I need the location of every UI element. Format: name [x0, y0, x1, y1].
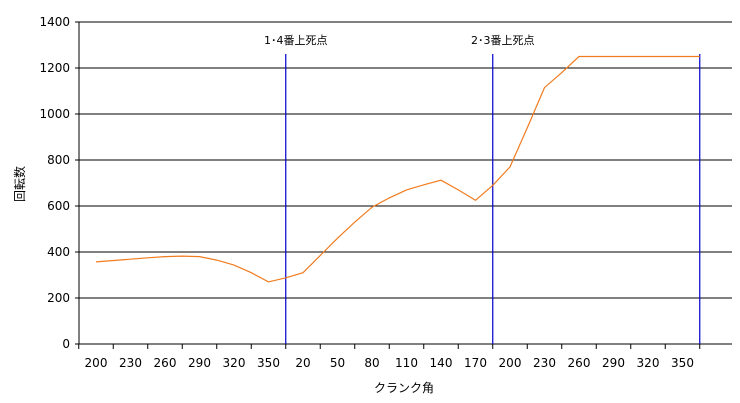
- y-tick-label: 1200: [39, 61, 70, 75]
- x-tick-label: 260: [154, 356, 177, 370]
- y-axis-label: 回転数: [12, 166, 27, 202]
- x-tick-label: 170: [464, 356, 487, 370]
- dead-center-label: 2･3番上死点: [471, 34, 535, 47]
- series-group: [95, 55, 700, 283]
- x-tick-label: 80: [364, 356, 379, 370]
- x-tick-labels: 200 230 260 290 320 350 20 50 80 110 140 170 200 230 2…: [85, 356, 694, 370]
- dead-center-markers: 1･4番上死点 2･3番上死点: [264, 34, 701, 344]
- x-tick-label: 350: [671, 356, 694, 370]
- y-tick-label: 400: [47, 245, 70, 259]
- x-tick-label: 200: [499, 356, 522, 370]
- x-tick-label: 230: [119, 356, 142, 370]
- y-tick-label: 1400: [39, 15, 70, 29]
- x-tick-label: 140: [430, 356, 453, 370]
- x-tick-label: 320: [223, 356, 246, 370]
- axes: [75, 21, 732, 349]
- y-tick-labels: 0 200 400 600 800 1000 1200 1400: [39, 15, 70, 351]
- x-tick-label: 350: [257, 356, 280, 370]
- x-tick-label: 20: [295, 356, 310, 370]
- x-tick-label: 290: [602, 356, 625, 370]
- y-tick-label: 0: [62, 337, 70, 351]
- x-tick-label: 110: [395, 356, 418, 370]
- y-tick-label: 800: [47, 153, 70, 167]
- x-tick-label: 320: [637, 356, 660, 370]
- rpm-series-line: [95, 55, 700, 283]
- y-tick-label: 200: [47, 291, 70, 305]
- x-tick-label: 50: [330, 356, 345, 370]
- dead-center-label: 1･4番上死点: [264, 34, 328, 47]
- x-tick-label: 260: [568, 356, 591, 370]
- y-tick-label: 1000: [39, 107, 70, 121]
- x-tick-label: 290: [188, 356, 211, 370]
- x-tick-label: 230: [533, 356, 556, 370]
- grid-lines: [79, 21, 732, 299]
- x-axis-label: クランク角: [374, 381, 434, 395]
- y-tick-label: 600: [47, 199, 70, 213]
- x-tick-label: 200: [85, 356, 108, 370]
